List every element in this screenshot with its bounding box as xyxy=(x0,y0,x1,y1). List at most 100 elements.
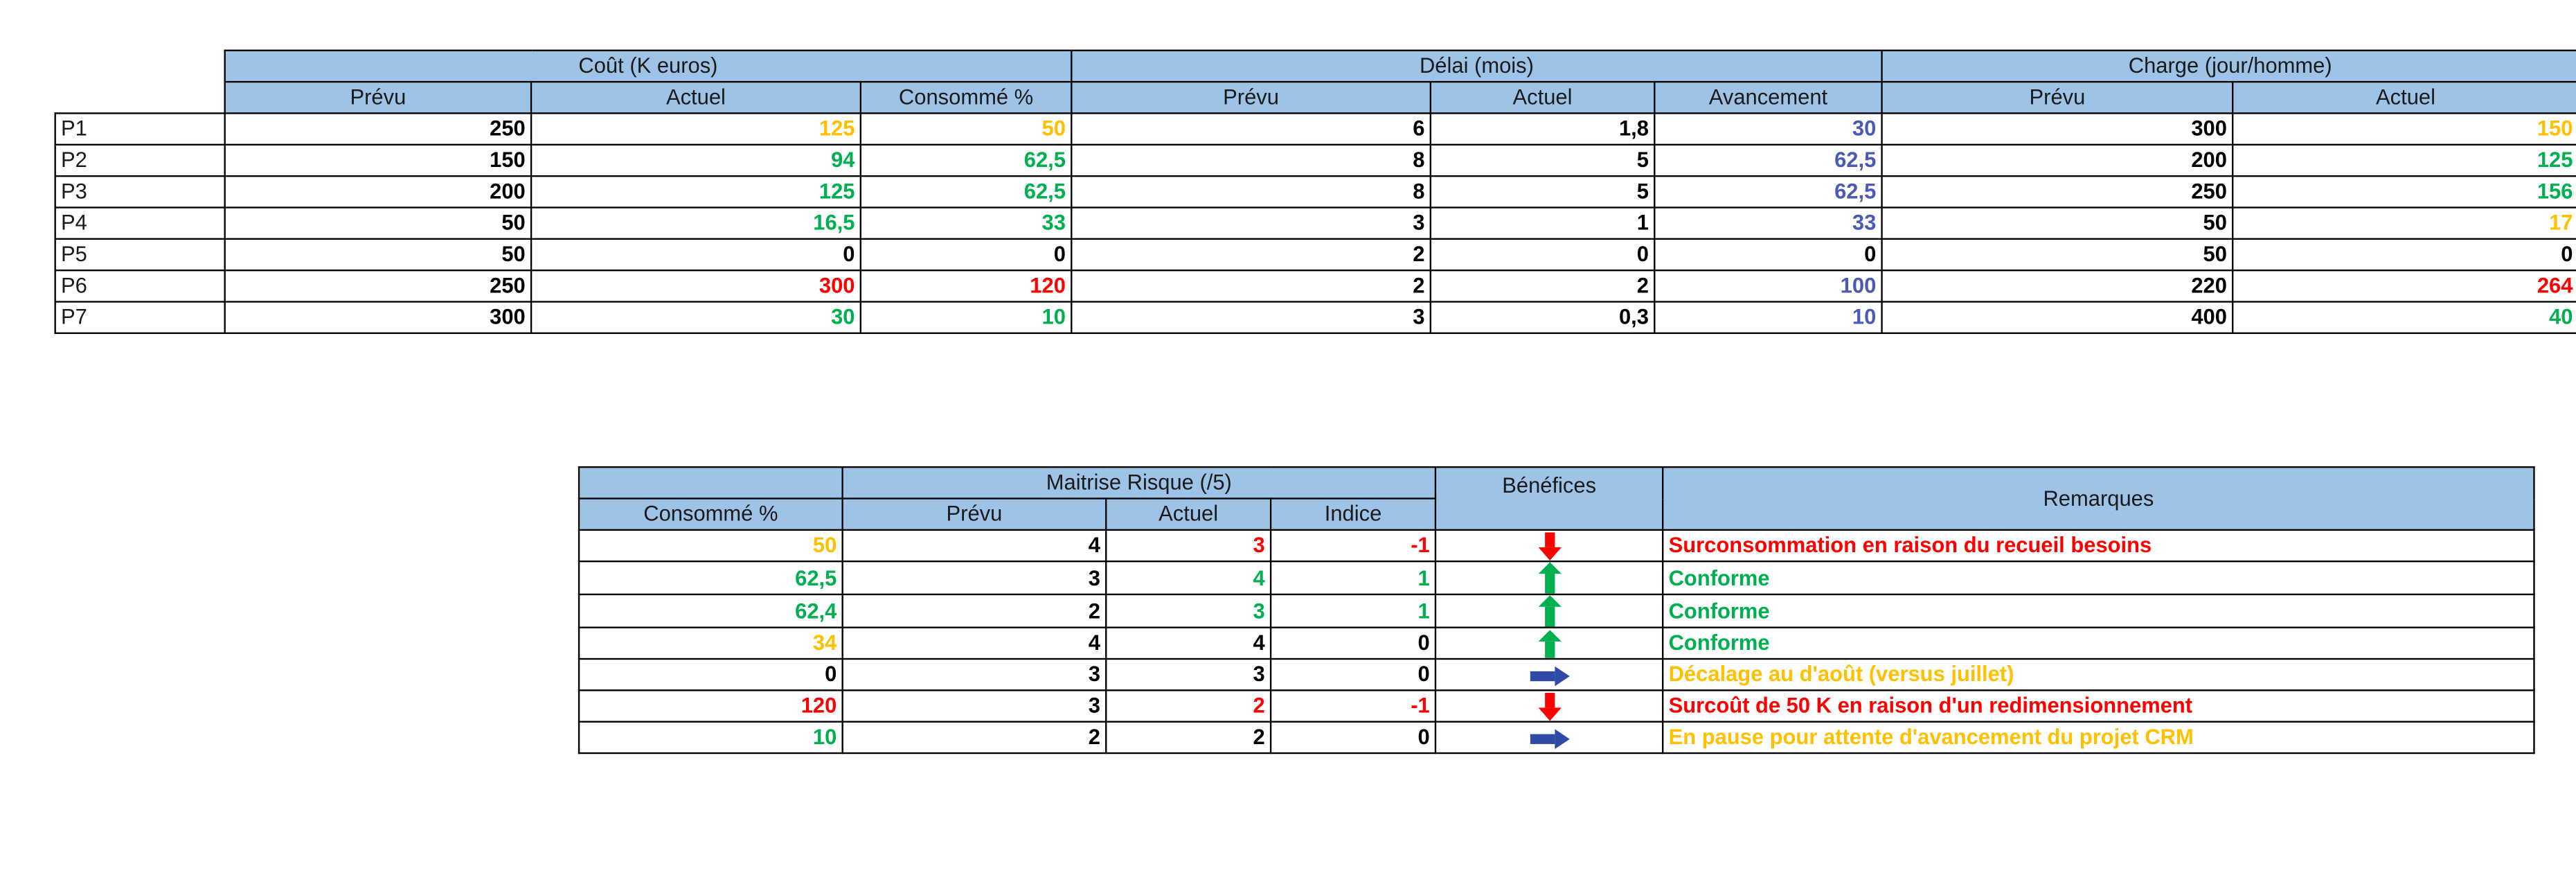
benefices-cell xyxy=(1434,721,1664,755)
cout-actuel-cell: 16,5 xyxy=(530,206,862,240)
consomme-cell: 62,5 xyxy=(578,560,843,596)
project-label: P4 xyxy=(54,206,226,240)
cout-prevu-cell: 300 xyxy=(224,301,533,335)
avancement-cell: 30 xyxy=(1654,112,1883,146)
header-charge: Charge (jour/homme) xyxy=(1881,49,2576,83)
cout-actuel-cell: 94 xyxy=(530,143,862,177)
consomme-cell: 50 xyxy=(578,529,843,563)
risque-prevu-cell: 4 xyxy=(841,529,1107,563)
benefices-cell xyxy=(1434,560,1664,596)
table-row: 34 4 4 0 Conforme xyxy=(578,626,2535,660)
table-row: P6 250 300 120 2 2 100 220 264 xyxy=(54,269,2576,303)
delai-prevu-cell: 2 xyxy=(1071,238,1432,272)
benefices-cell xyxy=(1434,689,1664,723)
risque-prevu-cell: 2 xyxy=(841,593,1107,628)
col-delai-prevu: Prévu xyxy=(1071,80,1432,114)
remarque-cell: En pause pour attente d'avancement du pr… xyxy=(1662,721,2535,755)
table-row: P1 250 125 50 6 1,8 30 300 150 xyxy=(54,112,2576,146)
project-label: P3 xyxy=(54,175,226,209)
cout-consomme-cell: 0 xyxy=(859,238,1073,272)
project-label: P6 xyxy=(54,269,226,303)
consomme-cell: 120 xyxy=(578,689,843,723)
avancement-cell: 100 xyxy=(1654,269,1883,303)
indice-cell: 0 xyxy=(1269,658,1437,691)
col-cout-prevu: Prévu xyxy=(224,80,533,114)
col-cout-actuel: Actuel xyxy=(530,80,862,114)
col-charge-actuel: Actuel xyxy=(2232,80,2576,114)
charge-prevu-cell: 300 xyxy=(1881,112,2234,146)
table-row: P3 200 125 62,5 8 5 62,5 250 156 xyxy=(54,175,2576,209)
arrow-up-green-icon xyxy=(1537,563,1561,593)
project-label: P5 xyxy=(54,238,226,272)
avancement-cell: 33 xyxy=(1654,206,1883,240)
avancement-cell: 62,5 xyxy=(1654,175,1883,209)
table-row: 50 4 3 -1 Surconsommation en raison du r… xyxy=(578,529,2535,563)
table-row: P7 300 30 10 3 0,3 10 400 40 xyxy=(54,301,2576,335)
charge-prevu-cell: 50 xyxy=(1881,238,2234,272)
remarque-cell: Décalage au d'août (versus juillet) xyxy=(1662,658,2535,691)
risque-prevu-cell: 4 xyxy=(841,626,1107,660)
col-charge-prevu: Prévu xyxy=(1881,80,2234,114)
table-row: 62,5 3 4 1 Conforme xyxy=(578,560,2535,596)
table-row: P5 50 0 0 2 0 0 50 0 xyxy=(54,238,2576,272)
col-delai-actuel: Actuel xyxy=(1429,80,1656,114)
risque-actuel-cell: 2 xyxy=(1105,721,1272,755)
delai-actuel-cell: 1,8 xyxy=(1429,112,1656,146)
cout-prevu-cell: 250 xyxy=(224,112,533,146)
cout-actuel-cell: 0 xyxy=(530,238,862,272)
header-cout: Coût (K euros) xyxy=(224,49,1073,83)
table-row: P2 150 94 62,5 8 5 62,5 200 125 xyxy=(54,143,2576,177)
cout-actuel-cell: 300 xyxy=(530,269,862,303)
indice-cell: 1 xyxy=(1269,593,1437,628)
charge-prevu-cell: 200 xyxy=(1881,143,2234,177)
cout-consomme-cell: 10 xyxy=(859,301,1073,335)
consomme-cell: 62,4 xyxy=(578,593,843,628)
delai-actuel-cell: 0,3 xyxy=(1429,301,1656,335)
header-delai: Délai (mois) xyxy=(1071,49,1883,83)
cout-prevu-cell: 50 xyxy=(224,206,533,240)
cout-actuel-cell: 125 xyxy=(530,175,862,209)
project-label: P1 xyxy=(54,112,226,146)
cout-prevu-cell: 50 xyxy=(224,238,533,272)
cout-actuel-cell: 30 xyxy=(530,301,862,335)
table-row: P4 50 16,5 33 3 1 33 50 17 xyxy=(54,206,2576,240)
cout-actuel-cell: 125 xyxy=(530,112,862,146)
benefices-cell xyxy=(1434,593,1664,628)
delai-actuel-cell: 5 xyxy=(1429,143,1656,177)
arrow-right-blue-icon xyxy=(1529,665,1569,686)
arrow-down-red-icon xyxy=(1537,691,1561,721)
charge-actuel-cell: 40 xyxy=(2232,301,2576,335)
remarque-cell: Surconsommation en raison du recueil bes… xyxy=(1662,529,2535,563)
indice-cell: 0 xyxy=(1269,721,1437,755)
remarque-cell: Conforme xyxy=(1662,593,2535,628)
col-consomme: Consommé % xyxy=(578,497,843,531)
risque-actuel-cell: 4 xyxy=(1105,626,1272,660)
charge-prevu-cell: 220 xyxy=(1881,269,2234,303)
arrow-up-green-icon xyxy=(1537,629,1561,658)
risque-actuel-cell: 3 xyxy=(1105,593,1272,628)
col-avancement: Avancement xyxy=(1654,80,1883,114)
avancement-cell: 0 xyxy=(1654,238,1883,272)
delai-actuel-cell: 1 xyxy=(1429,206,1656,240)
header-remarques: Remarques xyxy=(1662,466,2535,531)
indice-cell: 0 xyxy=(1269,626,1437,660)
col-indice: Indice xyxy=(1269,497,1437,531)
risque-prevu-cell: 3 xyxy=(841,689,1107,723)
col-risque-actuel: Actuel xyxy=(1105,497,1272,531)
charge-actuel-cell: 150 xyxy=(2232,112,2576,146)
charge-actuel-cell: 17 xyxy=(2232,206,2576,240)
consomme-cell: 0 xyxy=(578,658,843,691)
consomme-cell: 34 xyxy=(578,626,843,660)
risque-actuel-cell: 3 xyxy=(1105,529,1272,563)
delai-actuel-cell: 2 xyxy=(1429,269,1656,303)
charge-actuel-cell: 264 xyxy=(2232,269,2576,303)
project-label: P7 xyxy=(54,301,226,335)
delai-actuel-cell: 5 xyxy=(1429,175,1656,209)
cout-consomme-cell: 120 xyxy=(859,269,1073,303)
corner-blank xyxy=(55,82,225,113)
benefices-cell xyxy=(1434,658,1664,691)
cout-consomme-cell: 50 xyxy=(859,112,1073,146)
delai-prevu-cell: 8 xyxy=(1071,175,1432,209)
cout-consomme-cell: 62,5 xyxy=(859,175,1073,209)
risque-prevu-cell: 3 xyxy=(841,560,1107,596)
